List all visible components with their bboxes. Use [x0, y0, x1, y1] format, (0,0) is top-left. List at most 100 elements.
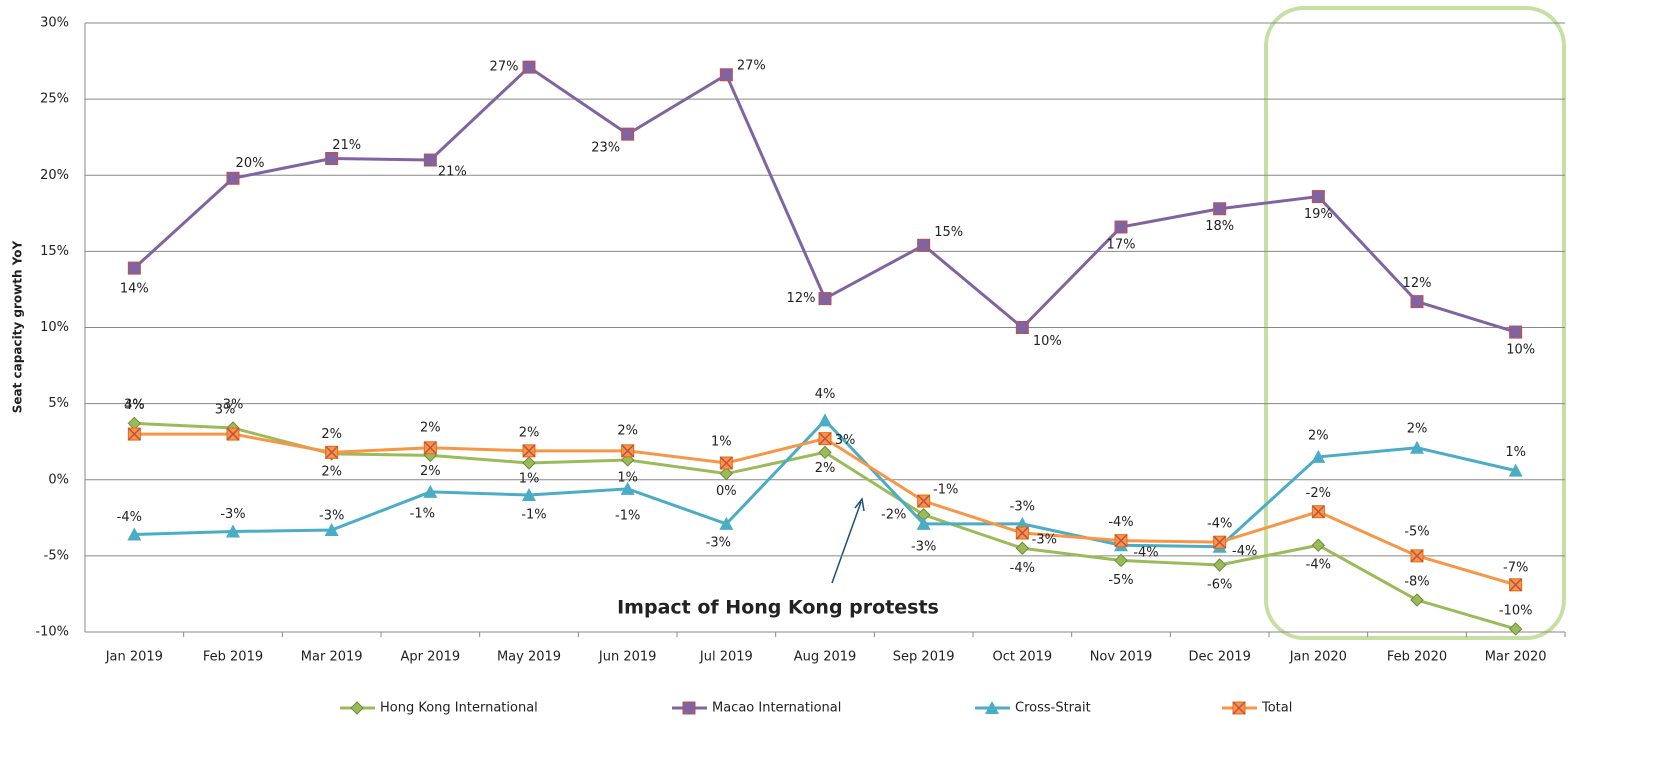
data-point: [423, 484, 438, 498]
data-label: -4%: [1108, 515, 1133, 530]
marker-shape: [1015, 541, 1030, 555]
data-point: [324, 522, 339, 536]
data-label: 2%: [519, 425, 540, 440]
data-point: [917, 238, 931, 252]
data-label: 3%: [215, 402, 236, 417]
marker-cross: [325, 445, 339, 459]
data-point: [620, 453, 635, 467]
data-point: [1015, 321, 1029, 334]
data-point: [1114, 553, 1128, 568]
marker-shape: [522, 60, 536, 74]
data-point: [127, 427, 141, 441]
x-tick-label: Aug 2019: [794, 650, 857, 665]
x-tick-label: Nov 2019: [1090, 650, 1153, 665]
marker-shape: [818, 445, 832, 460]
data-point: [522, 444, 536, 458]
data-point: [1410, 549, 1424, 563]
data-point: [818, 292, 832, 306]
data-label: -4%: [1010, 561, 1035, 576]
data-label: -7%: [1503, 560, 1528, 575]
data-label: 3%: [223, 398, 244, 413]
data-label: -4%: [1133, 546, 1158, 561]
marker-cross: [1213, 535, 1227, 549]
data-label: -4%: [1207, 517, 1232, 532]
marker-cross: [1015, 526, 1029, 540]
data-point: [522, 456, 536, 470]
data-point: [1410, 440, 1424, 454]
marker-shape: [1509, 325, 1523, 339]
y-tick-label: 30%: [40, 16, 69, 31]
data-label: 27%: [737, 58, 766, 73]
y-tick-label: -10%: [35, 625, 69, 640]
data-point: [916, 516, 931, 530]
data-point: [127, 261, 141, 275]
data-label: -3%: [319, 508, 344, 523]
data-point: [1213, 535, 1227, 549]
data-label: 3%: [124, 398, 145, 413]
marker-shape: [522, 487, 536, 501]
data-point: [719, 456, 733, 470]
data-label: 21%: [332, 138, 361, 153]
x-tick-label: Apr 2019: [400, 650, 460, 665]
legend-label: Cross-Strait: [1015, 701, 1091, 716]
data-label: 2%: [321, 464, 342, 479]
data-label: 2%: [321, 427, 342, 442]
data-label: 2%: [420, 420, 441, 435]
data-point: [818, 445, 832, 460]
x-tick-label: May 2019: [497, 650, 561, 665]
marker-shape: [916, 516, 931, 530]
marker-shape: [350, 701, 364, 715]
y-tick-label: 15%: [40, 244, 69, 259]
x-tick-label: Jun 2019: [598, 650, 657, 665]
marker-cross: [1509, 578, 1523, 592]
marker-cross: [522, 444, 536, 458]
marker-cross: [226, 427, 240, 441]
data-point: [1015, 541, 1030, 555]
data-label: -1%: [410, 506, 435, 521]
marker-shape: [1213, 202, 1227, 216]
data-point: [818, 432, 832, 446]
data-point: [1311, 190, 1325, 204]
x-tick-label: Feb 2020: [1387, 650, 1447, 665]
marker-shape: [325, 152, 339, 166]
data-label: 0%: [716, 484, 737, 499]
data-point: [1114, 534, 1128, 548]
marker-shape: [1212, 558, 1227, 572]
data-point: [1311, 449, 1326, 463]
data-point: [1508, 463, 1523, 477]
marker-shape: [1114, 220, 1128, 234]
data-label: -3%: [911, 539, 936, 554]
legend-marker: [985, 701, 999, 714]
marker-shape: [1410, 440, 1424, 454]
data-label: -3%: [706, 535, 731, 550]
data-point: [226, 427, 240, 441]
data-point: [917, 494, 931, 508]
x-tick-label: Jan 2020: [1289, 650, 1347, 665]
x-tick-label: Mar 2019: [301, 650, 363, 665]
data-point: [621, 127, 635, 141]
data-label: 2%: [420, 464, 441, 479]
data-point: [423, 441, 437, 455]
highlight-box: [1264, 6, 1566, 640]
marker-shape: [127, 527, 142, 541]
data-point: [1508, 622, 1523, 636]
annotation: Impact of Hong Kong protests: [617, 597, 939, 619]
data-point: [522, 487, 536, 501]
marker-cross: [719, 456, 733, 470]
marker-shape: [682, 701, 696, 715]
marker-shape: [226, 171, 240, 185]
data-label: 2%: [617, 423, 638, 438]
data-label: 1%: [519, 472, 540, 487]
data-point: [719, 516, 734, 530]
data-label: -8%: [1404, 575, 1429, 590]
marker-shape: [423, 484, 438, 498]
data-label: 1%: [711, 435, 732, 450]
data-label: -1%: [933, 483, 958, 498]
data-label: -4%: [1306, 558, 1331, 573]
x-tick-label: Jul 2019: [699, 650, 753, 665]
data-label: -4%: [1232, 544, 1257, 559]
marker-shape: [818, 292, 832, 306]
data-point: [1509, 325, 1523, 339]
data-point: [127, 527, 142, 541]
